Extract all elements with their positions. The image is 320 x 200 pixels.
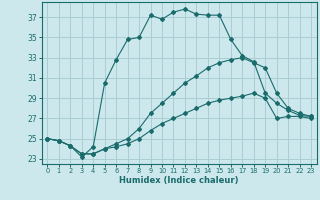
X-axis label: Humidex (Indice chaleur): Humidex (Indice chaleur) — [119, 176, 239, 185]
